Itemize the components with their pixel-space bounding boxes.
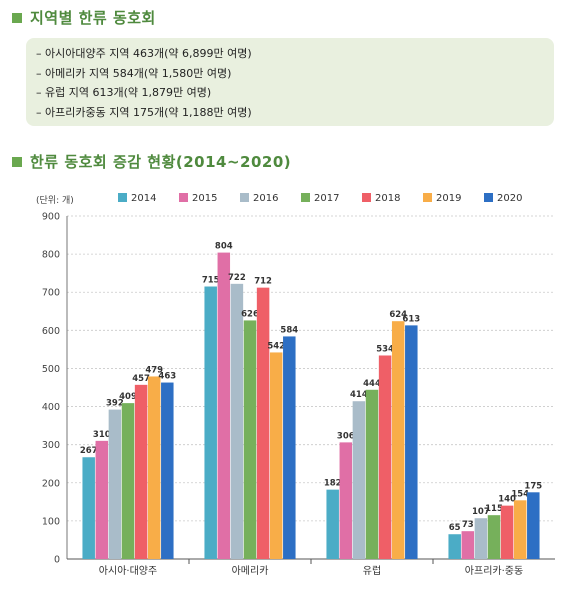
y-tick-label: 800 xyxy=(42,250,60,261)
legend-label: 2016 xyxy=(253,193,278,204)
x-category-label: 아프리카·중동 xyxy=(465,565,523,577)
bar xyxy=(108,409,122,559)
bar xyxy=(448,534,461,559)
bar xyxy=(513,500,527,559)
legend-label: 2018 xyxy=(375,193,400,204)
y-tick-label: 100 xyxy=(42,516,60,527)
bar-value-label: 306 xyxy=(337,431,355,441)
bar xyxy=(256,287,270,559)
bar xyxy=(378,355,392,559)
bar-value-label: 584 xyxy=(280,325,298,335)
summary-item: 유럽 지역 613개(약 1,879만 여명) xyxy=(36,83,554,103)
bar xyxy=(474,518,488,559)
bar-value-label: 715 xyxy=(202,276,220,286)
legend-label: 2020 xyxy=(497,193,522,204)
legend-label: 2014 xyxy=(131,193,156,204)
legend-swatch xyxy=(301,193,310,202)
y-tick-label: 900 xyxy=(42,212,60,223)
bar-value-label: 479 xyxy=(145,365,163,375)
bar-value-label: 463 xyxy=(158,372,176,382)
legend-swatch xyxy=(362,193,371,202)
summary-item: 아시아대양주 지역 463개(약 6,899만 여명) xyxy=(36,44,554,64)
bar-value-label: 107 xyxy=(472,507,490,517)
bar xyxy=(352,401,366,559)
unit-label: (단위: 개) xyxy=(36,195,74,206)
legend-swatch xyxy=(240,193,249,202)
bar xyxy=(339,442,353,559)
bar-value-label: 804 xyxy=(215,242,233,252)
legend-label: 2015 xyxy=(192,193,217,204)
section-title-text: 지역별 한류 동호회 xyxy=(30,9,156,27)
bar-value-label: 542 xyxy=(267,341,285,351)
bar xyxy=(500,505,514,559)
square-bullet-icon xyxy=(12,12,22,23)
bar-value-label: 613 xyxy=(402,314,420,324)
bar xyxy=(391,321,405,559)
y-tick-label: 400 xyxy=(42,402,60,413)
bar-value-label: 444 xyxy=(363,379,381,389)
bar xyxy=(487,515,501,559)
legend-swatch xyxy=(423,193,432,202)
bar xyxy=(405,325,418,559)
bar xyxy=(95,440,109,559)
bar-value-label: 457 xyxy=(132,374,150,384)
bar xyxy=(365,389,379,559)
legend-swatch xyxy=(179,193,188,202)
bar-value-label: 154 xyxy=(511,489,529,499)
bar xyxy=(230,283,244,559)
bar xyxy=(82,457,95,559)
bar xyxy=(147,376,161,559)
legend-swatch xyxy=(118,193,127,202)
y-tick-label: 200 xyxy=(42,478,60,489)
summary-box: 아시아대양주 지역 463개(약 6,899만 여명) 아메리카 지역 584개… xyxy=(26,38,554,126)
bar-value-label: 534 xyxy=(376,344,394,354)
bar-value-label: 310 xyxy=(93,430,111,440)
bar xyxy=(269,352,283,559)
bar-value-label: 624 xyxy=(389,310,407,320)
bar xyxy=(461,531,475,559)
x-category-label: 아시아·대양주 xyxy=(99,565,157,577)
bar-value-label: 712 xyxy=(254,277,272,287)
bar-value-label: 414 xyxy=(350,390,368,400)
bar-value-label: 73 xyxy=(462,520,474,530)
bar-value-label: 267 xyxy=(80,446,98,456)
x-category-label: 아메리카 xyxy=(232,565,269,577)
bar xyxy=(527,492,540,559)
section-title-regional-clubs: 지역별 한류 동호회 xyxy=(12,7,156,28)
bar-value-label: 65 xyxy=(449,523,461,533)
bar xyxy=(204,286,217,559)
bar xyxy=(121,403,135,559)
y-tick-label: 600 xyxy=(42,326,60,337)
section-title-club-trend: 한류 동호회 증감 현황(2014~2020) xyxy=(12,151,291,172)
bar xyxy=(217,252,231,559)
bar-value-label: 182 xyxy=(324,479,342,489)
x-category-label: 유럽 xyxy=(363,565,381,577)
bar-value-label: 140 xyxy=(498,495,516,505)
bar-value-label: 626 xyxy=(241,309,259,319)
legend-label: 2017 xyxy=(314,193,339,204)
bar xyxy=(161,382,174,559)
bar xyxy=(283,336,296,559)
section-title-text: 한류 동호회 증감 현황(2014~2020) xyxy=(30,153,292,171)
bar-value-label: 722 xyxy=(228,273,246,283)
y-tick-label: 0 xyxy=(54,555,60,566)
bar xyxy=(243,320,257,559)
bar-value-label: 115 xyxy=(485,504,503,514)
summary-item: 아메리카 지역 584개(약 1,580만 여명) xyxy=(36,64,554,84)
bar-value-label: 409 xyxy=(119,392,137,402)
bar-value-label: 392 xyxy=(106,399,124,409)
y-tick-label: 700 xyxy=(42,288,60,299)
y-tick-label: 300 xyxy=(42,440,60,451)
summary-item: 아프리카중동 지역 175개(약 1,188만 여명) xyxy=(36,103,554,123)
legend-swatch xyxy=(484,193,493,202)
square-bullet-icon xyxy=(12,156,22,167)
y-tick-label: 500 xyxy=(42,364,60,375)
bar-value-label: 175 xyxy=(524,481,542,491)
bar xyxy=(134,384,148,559)
legend-label: 2019 xyxy=(436,193,461,204)
bar xyxy=(326,489,339,559)
